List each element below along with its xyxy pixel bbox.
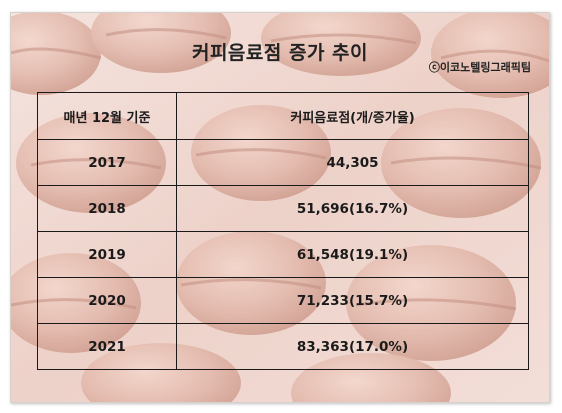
year-cell: 2017 bbox=[37, 139, 177, 186]
infographic-card: 커피음료점 증가 추이 ⓒ이코노텔링그래픽팀 매년 12월 기준 커피음료점(개… bbox=[10, 12, 550, 403]
table-row: 2021 83,363(17.0%) bbox=[37, 323, 529, 370]
value-cell: 51,696(16.7%) bbox=[176, 185, 529, 232]
value-cell: 44,305 bbox=[176, 139, 529, 186]
table-row: 2018 51,696(16.7%) bbox=[37, 185, 529, 232]
source-credit: ⓒ이코노텔링그래픽팀 bbox=[428, 61, 531, 74]
chart-title: 커피음료점 증가 추이 bbox=[191, 42, 369, 64]
column-header-year: 매년 12월 기준 bbox=[37, 92, 177, 140]
data-table: 매년 12월 기준 커피음료점(개/증가율) 2017 44,305 2018 … bbox=[37, 92, 529, 370]
value-cell: 83,363(17.0%) bbox=[176, 323, 529, 370]
year-cell: 2020 bbox=[37, 277, 177, 324]
value-cell: 61,548(19.1%) bbox=[176, 231, 529, 278]
year-cell: 2018 bbox=[37, 185, 177, 232]
table-row: 2019 61,548(19.1%) bbox=[37, 231, 529, 278]
column-header-count: 커피음료점(개/증가율) bbox=[176, 92, 529, 140]
year-cell: 2021 bbox=[37, 323, 177, 370]
table-row: 2020 71,233(15.7%) bbox=[37, 277, 529, 324]
year-cell: 2019 bbox=[37, 231, 177, 278]
table-header-row: 매년 12월 기준 커피음료점(개/증가율) bbox=[37, 92, 529, 140]
value-cell: 71,233(15.7%) bbox=[176, 277, 529, 324]
table-row: 2017 44,305 bbox=[37, 139, 529, 186]
